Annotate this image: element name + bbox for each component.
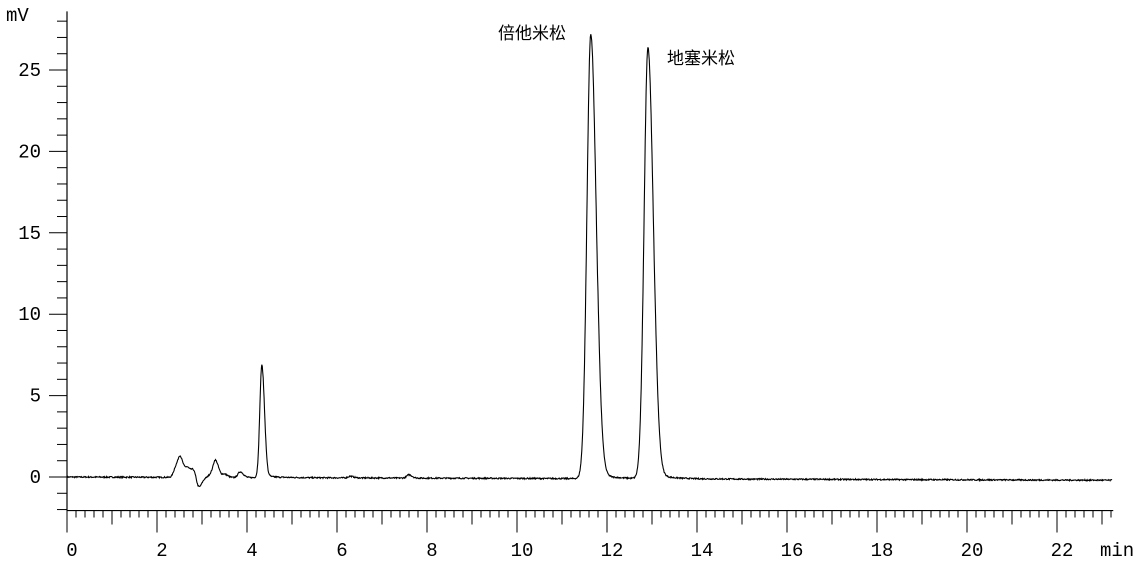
x-tick-label: 10 [511,540,534,562]
y-tick-label: 5 [30,386,41,408]
chromatogram-trace [66,34,1113,488]
x-tick-label: 14 [691,540,714,562]
peak-label-betamethasone: 倍他米松 [498,24,566,44]
x-tick-label: 20 [961,540,984,562]
x-tick-label: 16 [781,540,804,562]
x-tick-label: 6 [336,540,347,562]
x-tick-label: 0 [66,540,77,562]
x-tick-label: 2 [156,540,167,562]
x-tick-label: 8 [426,540,437,562]
axes [66,11,1114,512]
y-tick-label: 25 [18,60,41,82]
y-axis-unit: mV [6,5,29,27]
x-tick-label: 4 [246,540,257,562]
ticks: 0 5 10 15 20 25 0 2 4 6 8 10 12 14 16 18 20 22 [18,20,1112,562]
y-tick-label: 20 [18,141,41,163]
x-axis-unit: min [1100,540,1134,562]
x-tick-label: 18 [871,540,894,562]
y-tick-label: 0 [30,467,41,489]
x-tick-label: 12 [601,540,624,562]
peak-label-dexamethasone: 地塞米松 [667,49,735,69]
y-tick-label: 15 [18,223,41,245]
x-tick-label: 22 [1051,540,1074,562]
y-tick-label: 10 [18,304,41,326]
